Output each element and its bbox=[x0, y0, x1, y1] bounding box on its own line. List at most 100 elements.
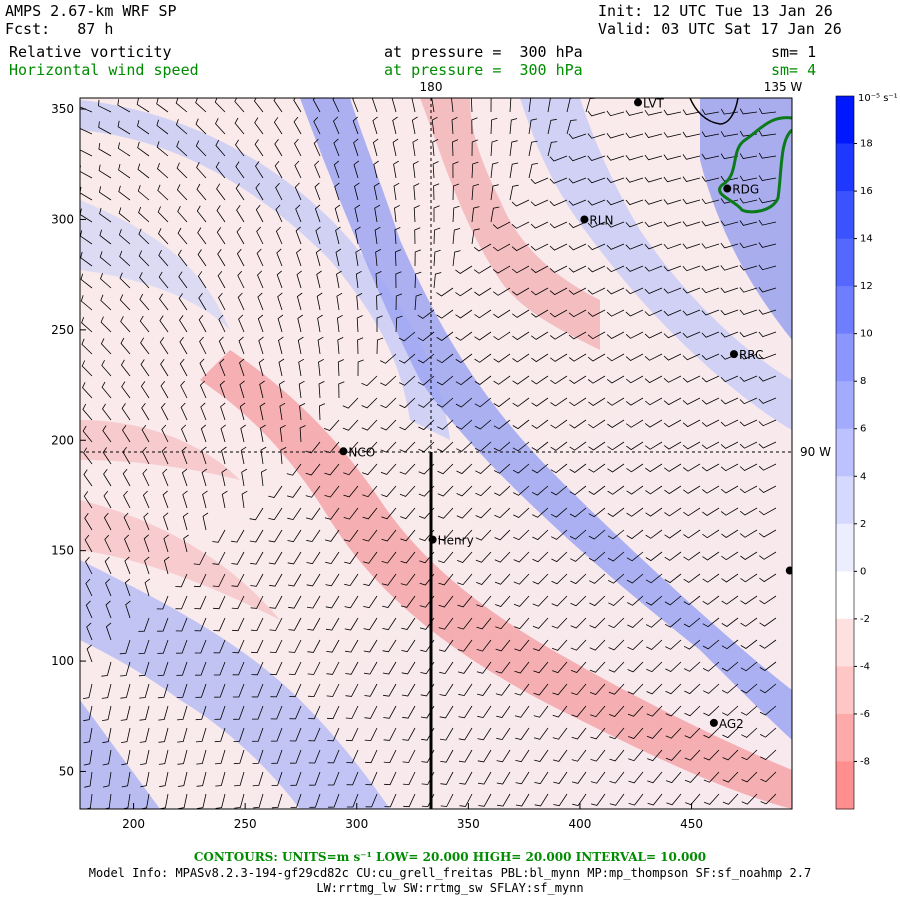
wind-barb bbox=[683, 529, 701, 539]
wind-barb bbox=[568, 177, 587, 184]
wind-barb bbox=[163, 512, 169, 531]
wind-barb bbox=[197, 249, 207, 267]
wind-barb bbox=[722, 771, 739, 783]
wind-barb bbox=[683, 507, 701, 517]
wind-barb bbox=[254, 117, 264, 135]
wind-barb bbox=[380, 397, 397, 409]
wind-barb bbox=[587, 177, 606, 184]
wind-barb bbox=[401, 683, 416, 697]
wind-barb bbox=[102, 425, 112, 443]
wind-barb bbox=[252, 749, 264, 764]
wind-barb bbox=[606, 375, 625, 384]
wind-barb bbox=[101, 661, 112, 677]
wind-barb bbox=[477, 705, 492, 719]
wind-barb bbox=[625, 265, 644, 272]
wind-barb bbox=[457, 595, 473, 608]
wind-barb bbox=[625, 132, 644, 139]
wind-barb bbox=[720, 441, 739, 449]
wind-barb bbox=[645, 551, 663, 562]
wind-barb bbox=[161, 446, 169, 465]
wind-barb bbox=[473, 243, 492, 252]
wind-barb bbox=[758, 331, 777, 338]
field1-name: Relative vorticity bbox=[9, 43, 172, 61]
wind-barb bbox=[234, 117, 245, 135]
wind-barb bbox=[457, 661, 473, 674]
wind-barb bbox=[665, 727, 682, 739]
wind-barb bbox=[571, 705, 587, 718]
wind-barb bbox=[157, 639, 169, 654]
wind-barb bbox=[355, 270, 362, 289]
wind-barb bbox=[273, 98, 283, 113]
wind-barb bbox=[436, 309, 454, 319]
wind-barb bbox=[739, 507, 758, 516]
wind-barb bbox=[82, 425, 93, 443]
wind-barb bbox=[175, 98, 188, 113]
wind-barb bbox=[625, 309, 644, 317]
wind-barb bbox=[589, 639, 606, 651]
wind-barb bbox=[457, 573, 473, 586]
y-tick-label: 150 bbox=[51, 544, 74, 558]
wind-barb bbox=[532, 617, 549, 629]
wind-barb bbox=[739, 353, 758, 360]
wind-barb bbox=[335, 248, 342, 267]
wind-barb bbox=[431, 116, 438, 135]
wind-barb bbox=[83, 705, 93, 722]
wind-barb bbox=[382, 661, 397, 675]
wind-barb bbox=[587, 221, 606, 228]
wind-barb bbox=[313, 138, 321, 157]
wind-barb bbox=[318, 381, 325, 399]
wind-barb bbox=[295, 226, 302, 245]
wind-barb bbox=[158, 271, 169, 289]
wind-barb bbox=[413, 183, 420, 201]
colorbar-swatch bbox=[836, 523, 854, 572]
wind-barb bbox=[512, 309, 530, 318]
wind-barb bbox=[608, 617, 625, 629]
wind-barb bbox=[83, 749, 93, 766]
wind-barb bbox=[589, 683, 606, 695]
meridian-label-180: 180 bbox=[420, 80, 443, 94]
wind-barb bbox=[105, 578, 112, 597]
wind-barb bbox=[194, 595, 207, 610]
wind-barb bbox=[201, 468, 208, 487]
wind-barb bbox=[493, 353, 511, 363]
wind-barb bbox=[494, 573, 511, 585]
wind-barb bbox=[399, 375, 416, 386]
wind-barb bbox=[552, 683, 568, 696]
wind-barb bbox=[278, 336, 284, 355]
colorbar-swatch bbox=[836, 96, 854, 145]
wind-barb bbox=[86, 622, 93, 641]
wind-barb bbox=[334, 182, 340, 201]
wind-barb bbox=[587, 287, 606, 295]
wind-barb bbox=[720, 375, 739, 383]
wind-barb bbox=[80, 186, 93, 201]
wind-barb bbox=[550, 353, 568, 362]
wind-barb bbox=[702, 639, 720, 650]
wind-barb bbox=[305, 507, 321, 520]
wind-barb bbox=[644, 199, 663, 205]
wind-barb bbox=[474, 397, 492, 408]
wind-barb bbox=[452, 161, 459, 179]
wind-barb bbox=[549, 221, 568, 229]
wind-barb bbox=[682, 265, 701, 272]
wind-barb bbox=[533, 727, 549, 740]
wind-barb bbox=[123, 490, 131, 509]
station-label: AG2 bbox=[719, 717, 744, 731]
wind-barb bbox=[722, 727, 739, 739]
wind-barb bbox=[627, 617, 644, 628]
wind-barb bbox=[80, 122, 93, 135]
wind-barb bbox=[588, 419, 606, 429]
wind-barb bbox=[375, 249, 382, 267]
wind-barb bbox=[84, 513, 93, 531]
wind-barb bbox=[198, 293, 207, 311]
wind-barb bbox=[550, 485, 568, 496]
x-tick-label: 200 bbox=[122, 817, 145, 831]
wind-barb bbox=[286, 463, 302, 476]
wind-barb bbox=[490, 206, 500, 223]
wind-barb bbox=[609, 727, 625, 740]
y-tick-label: 300 bbox=[51, 212, 74, 226]
wind-barb bbox=[105, 622, 112, 641]
wind-barb bbox=[627, 639, 644, 651]
wind-barb bbox=[237, 270, 245, 289]
wind-barb bbox=[455, 397, 473, 408]
wind-barb bbox=[663, 154, 682, 160]
